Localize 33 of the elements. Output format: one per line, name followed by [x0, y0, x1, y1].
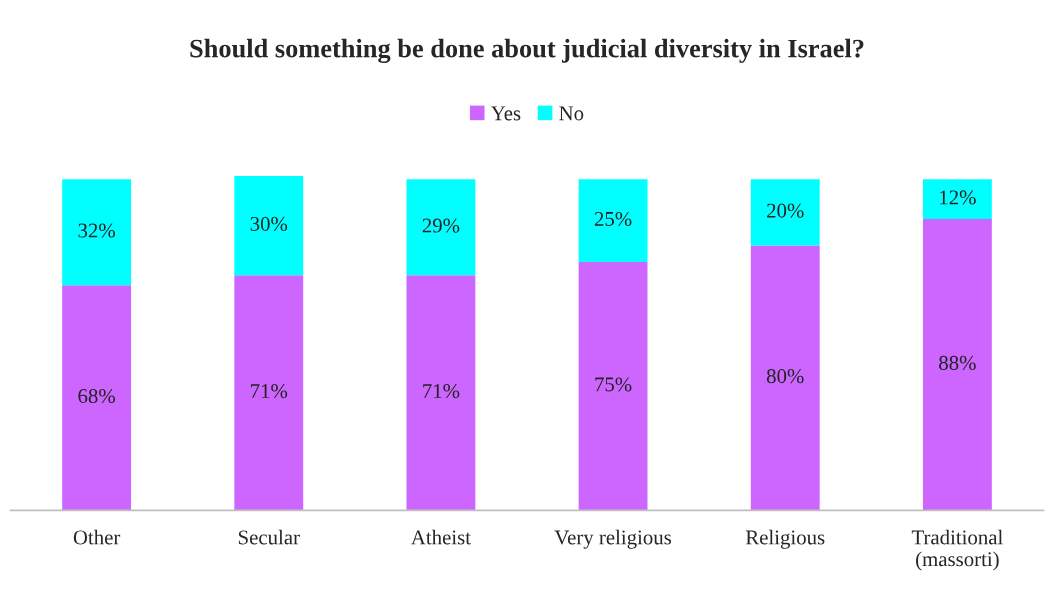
bar — [234, 275, 304, 511]
data-label: 25% — [594, 211, 632, 227]
x-tick-label: Traditional (massorti) — [911, 529, 1003, 571]
data-label: 29% — [422, 218, 460, 233]
bar — [750, 179, 820, 246]
data-label: 12% — [940, 190, 976, 205]
bar — [750, 245, 820, 511]
x-tick-label: Secular — [238, 529, 300, 545]
data-label: 71% — [251, 384, 288, 399]
bar — [62, 179, 132, 286]
data-label: 20% — [767, 203, 804, 218]
x-tick-label: Very religious — [554, 529, 672, 549]
x-tick-label: Other — [73, 529, 121, 545]
data-label: 30% — [250, 216, 288, 231]
data-label: 68% — [78, 388, 115, 404]
bar — [62, 285, 132, 511]
data-label: 80% — [766, 369, 804, 384]
data-label: 32% — [78, 223, 115, 238]
chart-title: Should something be done about judicial diversity in Israel? — [190, 38, 864, 63]
data-label: 71% — [423, 384, 460, 399]
bar — [406, 179, 476, 276]
data-label: 88% — [939, 355, 976, 370]
x-tick-label: Religious — [745, 529, 825, 549]
bar — [578, 262, 648, 511]
data-label: 75% — [595, 377, 632, 392]
legend-label: No — [559, 106, 584, 121]
bar — [578, 179, 648, 263]
bar — [406, 275, 476, 511]
bar — [234, 176, 304, 276]
x-tick-label: Atheist — [411, 529, 471, 545]
legend-label: Yes — [491, 106, 521, 121]
bar — [922, 219, 992, 511]
bar — [922, 179, 992, 220]
